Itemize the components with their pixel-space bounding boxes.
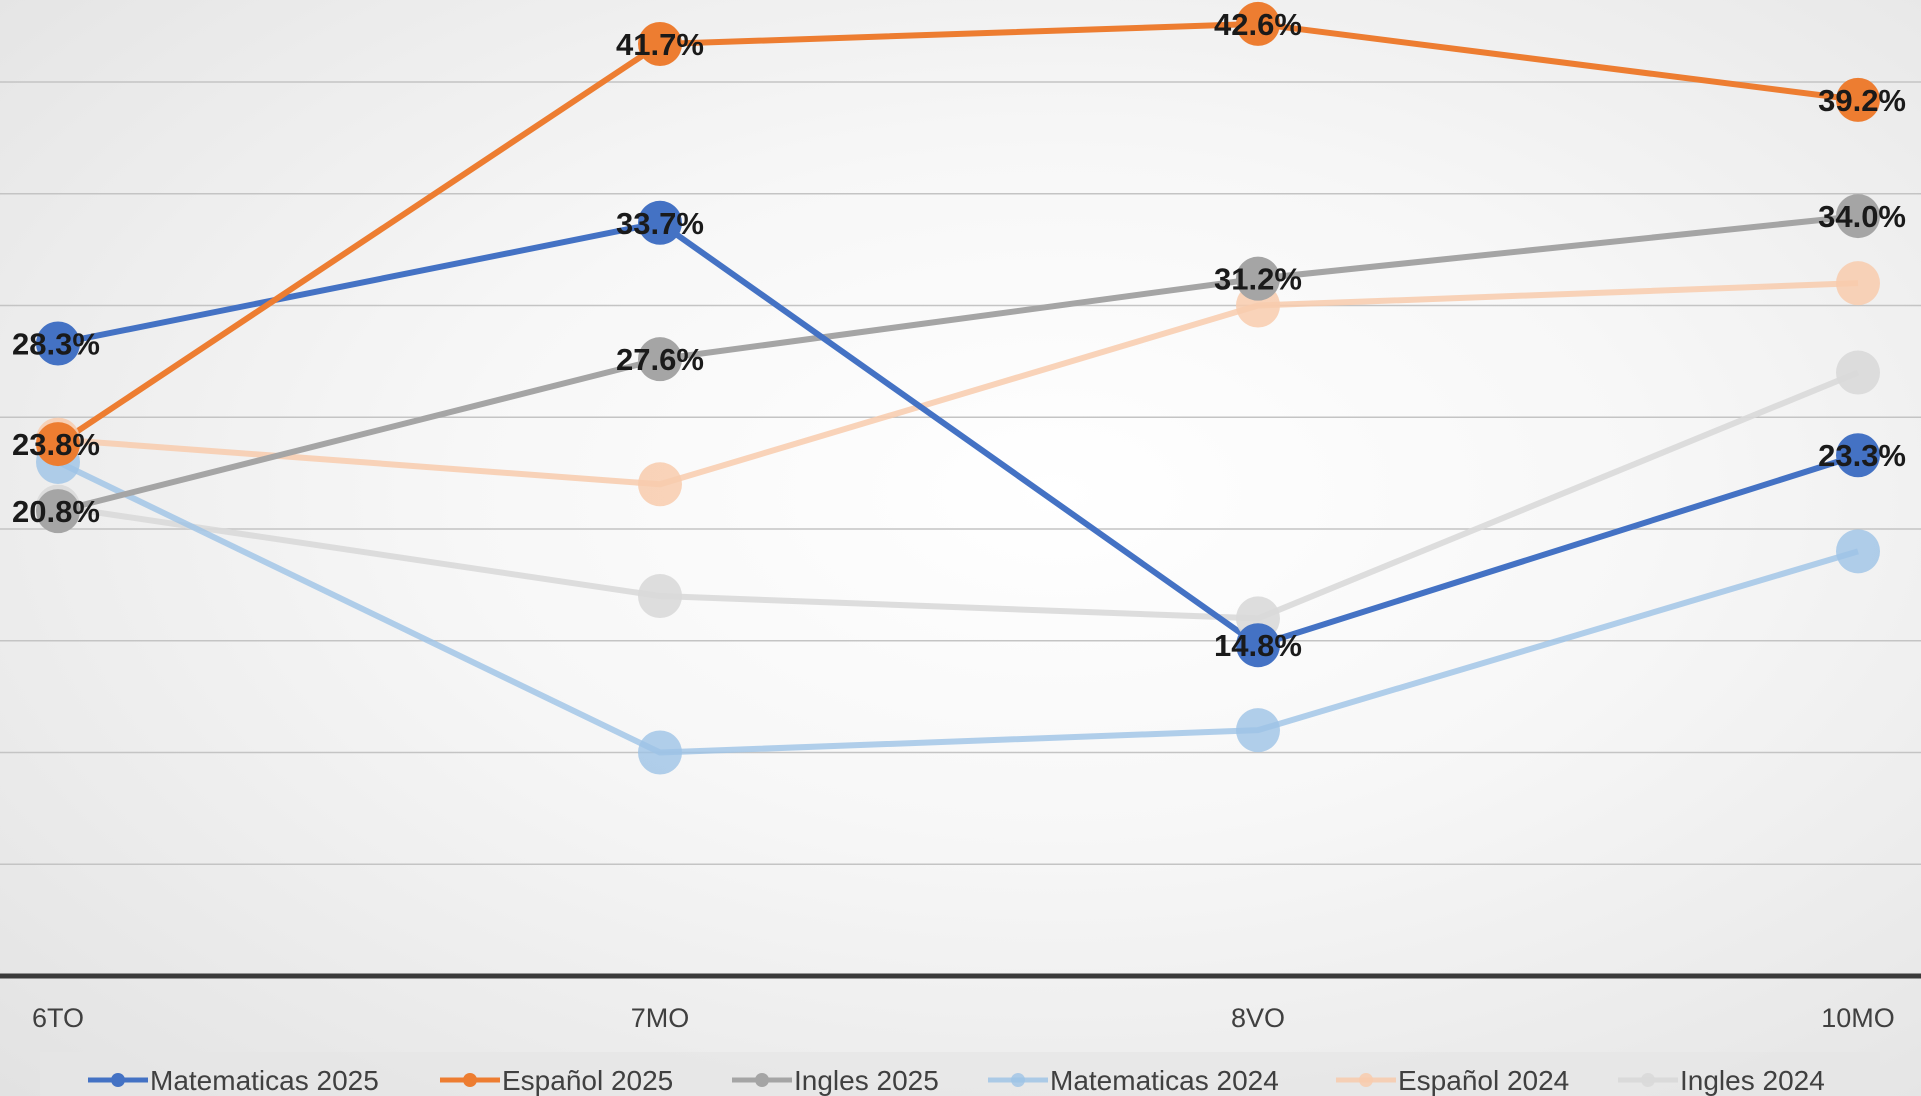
x-axis: 6TO 7MO 8VO 10MO xyxy=(0,973,1921,1033)
data-label-ingles-2025-8vo: 31.2% xyxy=(1214,262,1302,297)
data-point-espanol-2025-10mo xyxy=(1836,77,1880,122)
data-point-ingles-2025-7mo xyxy=(638,337,682,382)
legend-swatch-marker-ingles-2024 xyxy=(1641,1073,1655,1087)
legend-swatch-marker-ingles-2025 xyxy=(755,1073,769,1087)
data-point-matematicas-2024-10mo xyxy=(1836,529,1880,574)
data-point-espanol-2025-8vo xyxy=(1236,1,1280,46)
data-label-espanol-2025-8vo: 42.6% xyxy=(1214,7,1302,42)
data-point-espanol-2025-7mo xyxy=(638,22,682,67)
series-line-espanol-2024 xyxy=(57,280,1859,488)
legend-label-matematicas-2025: Matematicas 2025 xyxy=(150,1065,379,1096)
data-label-matematicas-2025-7mo: 33.7% xyxy=(616,206,704,241)
data-point-espanol-2024-10mo xyxy=(1836,261,1880,306)
x-tick-label-8vo: 8VO xyxy=(1231,1003,1285,1033)
legend-label-ingles-2024: Ingles 2024 xyxy=(1680,1065,1825,1096)
legend-label-espanol-2024: Español 2024 xyxy=(1398,1065,1569,1096)
data-points xyxy=(36,1,1880,775)
data-point-ingles-2025-10mo xyxy=(1836,194,1880,239)
series-line-ingles-2024 xyxy=(57,369,1860,622)
x-tick-label-10mo: 10MO xyxy=(1821,1003,1895,1033)
data-label-espanol-2025-6to: 23.8% xyxy=(12,427,100,462)
x-tick-label-7mo: 7MO xyxy=(631,1003,690,1033)
data-point-espanol-2025-6to xyxy=(36,422,80,467)
data-point-matematicas-2025-7mo xyxy=(638,200,682,245)
series-line-espanol-2025 xyxy=(56,20,1859,447)
legend-label-matematicas-2024: Matematicas 2024 xyxy=(1050,1065,1279,1096)
data-point-matematicas-2025-8vo xyxy=(1236,623,1280,668)
series-line-ingles-2025 xyxy=(57,213,1859,515)
data-point-ingles-2024-10mo xyxy=(1836,350,1880,395)
data-point-espanol-2024-7mo xyxy=(638,462,682,507)
data-labels: 28.3% 33.7% 14.8% 23.3% 23.8% 41.7% 42.6% 39.2%… xyxy=(12,7,1906,663)
data-label-matematicas-2025-10mo: 23.3% xyxy=(1818,438,1906,473)
data-point-ingles-2025-8vo xyxy=(1236,256,1280,301)
data-point-matematicas-2024-8vo xyxy=(1236,708,1280,753)
x-tick-label-6to: 6TO xyxy=(32,1003,84,1033)
legend: Matematicas 2025 Español 2025 Ingles 2025 M… xyxy=(40,1052,1880,1096)
data-label-ingles-2025-10mo: 34.0% xyxy=(1818,199,1906,234)
series-line-matematicas-2025 xyxy=(57,219,1859,649)
legend-swatch-marker-matematicas-2024 xyxy=(1011,1073,1025,1087)
legend-background xyxy=(40,1052,1880,1096)
series-lines xyxy=(56,20,1860,756)
data-point-matematicas-2025-6to xyxy=(36,321,80,366)
legend-label-espanol-2025: Español 2025 xyxy=(502,1065,673,1096)
data-point-ingles-2025-6to xyxy=(36,489,80,534)
data-label-espanol-2025-10mo: 39.2% xyxy=(1818,83,1906,118)
data-point-matematicas-2025-10mo xyxy=(1836,433,1880,478)
legend-swatch-marker-espanol-2025 xyxy=(463,1073,477,1087)
legend-label-ingles-2025: Ingles 2025 xyxy=(794,1065,939,1096)
data-label-ingles-2025-7mo: 27.6% xyxy=(616,342,704,377)
data-label-ingles-2025-6to: 20.8% xyxy=(12,494,100,529)
data-point-ingles-2024-7mo xyxy=(638,574,682,619)
data-label-matematicas-2025-6to: 28.3% xyxy=(12,326,100,361)
data-point-matematicas-2024-7mo xyxy=(638,730,682,775)
gridlines xyxy=(0,81,1921,865)
legend-swatch-marker-matematicas-2025 xyxy=(111,1073,125,1087)
series-line-matematicas-2024 xyxy=(56,459,1859,756)
data-label-espanol-2025-7mo: 41.7% xyxy=(616,27,704,62)
legend-swatch-marker-espanol-2024 xyxy=(1359,1073,1373,1087)
data-label-matematicas-2025-8vo: 14.8% xyxy=(1214,628,1302,663)
